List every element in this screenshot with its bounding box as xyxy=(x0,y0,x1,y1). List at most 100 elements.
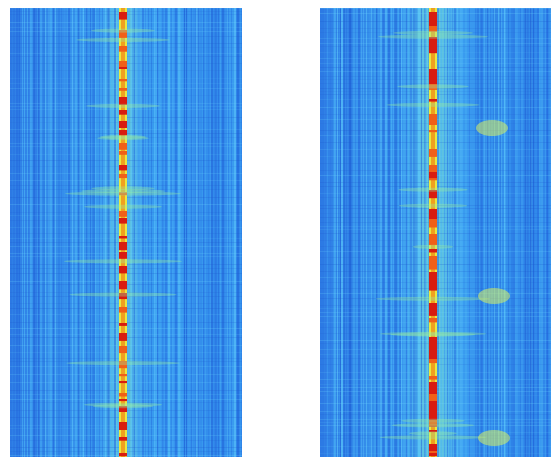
signal-burst xyxy=(119,211,127,217)
signal-burst xyxy=(429,37,437,52)
noise-stripe xyxy=(19,8,20,457)
noise-stripe xyxy=(227,8,228,457)
noise-stripe xyxy=(139,8,140,457)
noise-stripe xyxy=(537,8,539,457)
noise-stripe xyxy=(363,8,364,457)
noise-stripe xyxy=(525,8,526,457)
noise-stripe xyxy=(542,8,543,457)
signal-burst xyxy=(429,99,437,102)
signal-flare xyxy=(397,85,468,89)
noise-stripe xyxy=(67,8,68,457)
signal-burst xyxy=(119,374,127,376)
signal-burst xyxy=(429,451,437,453)
noise-stripe xyxy=(531,8,532,457)
noise-stripe xyxy=(437,8,439,457)
noise-stripe xyxy=(220,8,221,457)
noise-stripe xyxy=(454,8,456,457)
noise-stripe xyxy=(142,8,144,457)
signal-burst xyxy=(119,67,127,69)
noise-stripe xyxy=(215,8,217,457)
noise-stripe xyxy=(470,8,472,457)
noise-stripe xyxy=(457,8,458,457)
noise-stripe xyxy=(524,8,525,457)
signal-burst xyxy=(429,234,437,245)
signal-burst xyxy=(429,219,437,228)
signal-burst xyxy=(119,323,127,326)
noise-stripe xyxy=(356,8,358,457)
noise-stripe xyxy=(481,8,483,457)
noise-stripe xyxy=(391,8,392,457)
interference-patch xyxy=(476,120,508,136)
noise-stripe xyxy=(188,8,190,457)
signal-flare xyxy=(69,293,176,297)
noise-stripe xyxy=(68,8,70,457)
signal-burst xyxy=(119,453,127,456)
noise-stripe xyxy=(385,8,387,457)
noise-stripe xyxy=(165,8,167,457)
noise-stripe xyxy=(46,8,47,457)
noise-stripe xyxy=(533,8,534,457)
noise-stripe xyxy=(416,8,417,457)
noise-stripe xyxy=(16,8,18,457)
noise-stripe xyxy=(477,8,479,457)
signal-burst xyxy=(429,149,437,157)
noise-stripe xyxy=(539,8,540,457)
noise-stripe xyxy=(37,8,38,457)
signal-core xyxy=(121,8,125,457)
noise-stripe xyxy=(28,8,29,457)
signal-burst xyxy=(119,381,127,383)
noise-stripe xyxy=(24,8,25,457)
noise-stripe xyxy=(452,8,453,457)
noise-stripe xyxy=(346,8,347,457)
noise-stripe xyxy=(505,8,506,457)
signal-flare xyxy=(378,35,488,39)
signal-flare xyxy=(76,38,170,42)
noise-stripe xyxy=(146,8,147,457)
signal-flare xyxy=(84,205,162,209)
noise-stripe xyxy=(413,8,415,457)
noise-stripe xyxy=(410,8,412,457)
signal-flare xyxy=(387,103,480,107)
noise-stripe xyxy=(208,8,209,457)
signal-burst xyxy=(429,444,437,456)
signal-burst xyxy=(429,172,437,178)
noise-stripe xyxy=(497,8,498,457)
signal-burst xyxy=(429,376,437,380)
noise-stripe xyxy=(511,8,513,457)
noise-stripe xyxy=(82,8,83,457)
signal-flare xyxy=(413,245,453,249)
interference-patch xyxy=(478,288,510,304)
signal-burst xyxy=(119,252,127,259)
signal-burst xyxy=(119,422,127,430)
noise-stripe xyxy=(240,8,241,457)
noise-stripe xyxy=(494,8,495,457)
signal-burst xyxy=(119,393,127,397)
noise-stripe xyxy=(421,8,422,457)
signal-burst xyxy=(429,77,437,81)
noise-stripe xyxy=(428,8,429,457)
noise-stripe xyxy=(476,8,477,457)
signal-flare xyxy=(97,136,149,140)
signal-burst xyxy=(429,249,437,253)
signal-burst xyxy=(429,51,437,53)
noise-stripe xyxy=(547,8,548,457)
noise-stripe xyxy=(45,8,46,457)
noise-stripe xyxy=(401,8,402,457)
signal-burst xyxy=(119,121,127,128)
noise-stripe xyxy=(378,8,380,457)
noise-stripe xyxy=(13,8,15,457)
noise-stripe xyxy=(134,8,135,457)
noise-stripe xyxy=(447,8,448,457)
noise-stripe xyxy=(43,8,45,457)
noise-stripe xyxy=(151,8,152,457)
signal-flare xyxy=(86,104,160,108)
noise-stripe xyxy=(112,8,114,457)
signal-burst xyxy=(119,236,127,239)
noise-stripe xyxy=(39,8,40,457)
noise-stripe xyxy=(383,8,385,457)
signal-flare xyxy=(409,431,457,435)
noise-stripe xyxy=(179,8,181,457)
noise-stripe xyxy=(485,8,486,457)
signal-flare xyxy=(91,186,154,190)
signal-flare xyxy=(399,204,467,208)
